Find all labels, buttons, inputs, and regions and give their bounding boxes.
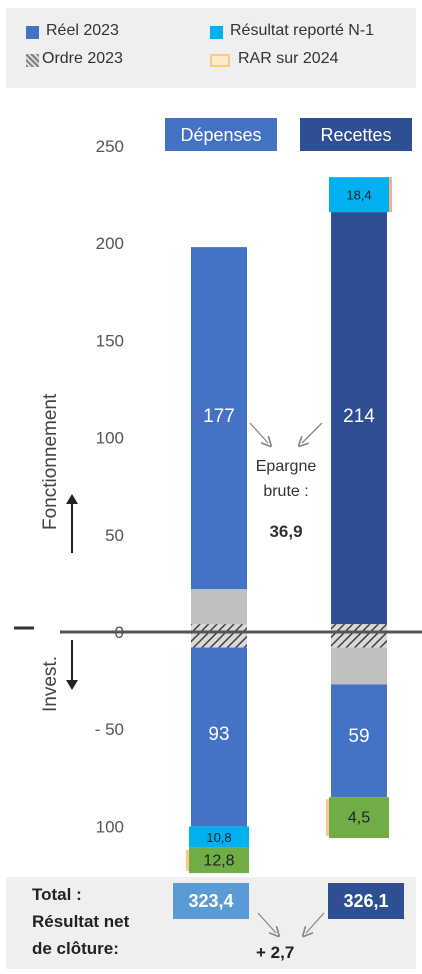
header-depenses-label: Dépenses [180, 125, 261, 145]
y-tick-label: 100 [96, 429, 124, 448]
bar-segment [191, 647, 247, 827]
y-tick-label: 150 [96, 331, 124, 350]
footer: Total : Résultat net de clôture: 323,4 3… [6, 877, 416, 969]
axis-label-fonctionnement: Fonctionnement [40, 393, 61, 530]
bar-segment [189, 847, 249, 874]
axis-label-invest: Invest. [40, 656, 61, 712]
annotation-line1: Epargne [256, 458, 317, 475]
result-label-1: Résultat net [32, 912, 130, 931]
y-tick-label: 100 [96, 817, 124, 836]
bar-value-label: 214 [343, 406, 375, 427]
legend-label-report: Résultat reporté N-1 [230, 22, 375, 39]
result-value: + 2,7 [256, 943, 295, 962]
arrow-up-head [66, 494, 78, 504]
legend-label-rar: RAR sur 2024 [238, 50, 339, 67]
legend-swatch-rar [210, 54, 230, 67]
legend-label-ordre: Ordre 2023 [42, 50, 123, 67]
bar-value-label: 59 [348, 726, 369, 747]
footer-arrow-right [306, 912, 325, 933]
bar-value-label: 93 [208, 724, 229, 745]
annotation-arrow-right [302, 422, 323, 443]
bar-segment [331, 212, 387, 625]
legend-swatch-reel [26, 26, 39, 39]
y-tick-label: 250 [96, 137, 124, 156]
bar-value-label: 177 [203, 406, 235, 427]
header-recettes [300, 118, 412, 151]
annotation-line2: brute : [263, 483, 308, 500]
annotation-arrow-left [249, 422, 268, 443]
legend-label-reel: Réel 2023 [46, 22, 119, 39]
bar-value-label: 18,4 [346, 188, 371, 203]
bar-segment [189, 826, 249, 848]
legend-swatch-report [210, 26, 223, 39]
arrow-down-head [66, 680, 78, 690]
annotation-value: 36,9 [269, 522, 302, 541]
bar-segment [331, 624, 387, 648]
y-tick-label: - 50 [95, 720, 124, 739]
bar-value-label: 4,5 [348, 810, 370, 827]
bar-segment [329, 177, 389, 213]
total-label: Total : [32, 885, 82, 904]
rar-outline-mark [186, 849, 189, 872]
rar-outline-mark [326, 799, 329, 837]
header-depenses [165, 118, 277, 151]
y-tick-label: 50 [105, 526, 124, 545]
bar-segment [191, 624, 247, 648]
bar-segment [331, 684, 387, 798]
footer-arrow-left [257, 912, 276, 933]
bar-segment [331, 647, 387, 685]
bar-segment [191, 247, 247, 590]
legend-swatch-ordre [26, 54, 39, 67]
result-label-2: de clôture: [32, 939, 119, 958]
y-tick-label: 200 [96, 234, 124, 253]
legend: Réel 2023 Résultat reporté N-1 Ordre 202… [6, 8, 416, 88]
total-recettes: 326,1 [328, 883, 404, 919]
footer-arrows [257, 912, 325, 969]
bar-segment [329, 797, 389, 839]
bar-value-label: 10,8 [206, 830, 231, 845]
header-recettes-label: Recettes [320, 125, 391, 145]
total-depenses: 323,4 [173, 883, 249, 919]
rar-outline-mark [389, 177, 392, 213]
bar-value-label: 12,8 [203, 852, 234, 869]
